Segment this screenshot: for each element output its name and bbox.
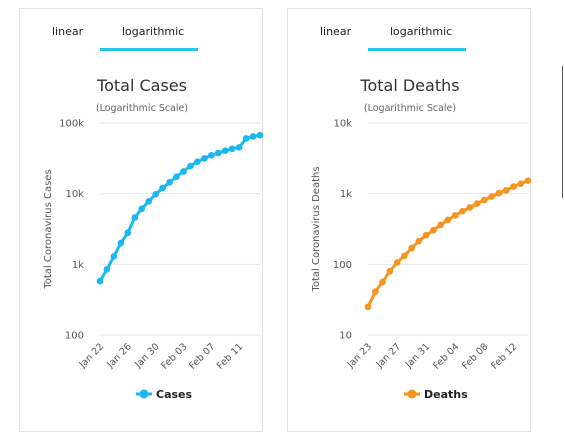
data-point [152,190,159,198]
deaths-chart-panel: linear logarithmic Total Deaths (Logarith… [287,8,532,432]
data-point [124,229,132,237]
data-point [379,278,386,286]
tab-logarithmic[interactable]: logarithmic [390,25,453,38]
data-point [201,155,208,162]
cases-chart: Total Cases (Logarithmic Scale) 100 1k 10k 10… [43,76,264,401]
data-point [96,277,104,285]
x-tick-label: Jan 26 [104,341,134,371]
chart-subtitle: (Logarithmic Scale) [364,103,456,114]
cases-chart-panel: linear logarithmic Total Cases (Logarithm… [19,8,264,432]
data-point [221,147,229,154]
data-point [173,173,180,180]
data-point [481,196,488,204]
tab-linear[interactable]: linear [52,25,84,38]
data-point [488,193,495,200]
data-point [256,131,264,139]
data-point [466,204,474,211]
data-point [364,303,372,311]
data-point [249,133,257,140]
data-point [208,152,215,159]
data-point [422,231,430,239]
x-tick-label: Feb 11 [215,341,245,371]
data-point [187,162,194,170]
active-tab-indicator [100,48,198,51]
legend-marker [139,389,149,399]
data-point [235,144,243,151]
data-point [117,239,125,247]
data-point [444,216,452,224]
chart-title: Total Deaths [359,76,459,95]
series-line [98,133,261,282]
x-tick-label: Feb 07 [187,341,217,371]
y-axis-label: Total Coronavirus Cases [43,169,54,289]
scale-tabs: linear logarithmic [288,9,530,53]
x-tick-label: Jan 23 [345,341,375,371]
data-point [386,267,394,275]
data-point [159,184,166,192]
data-point [502,187,510,194]
x-tick-label: Jan 30 [132,341,162,371]
data-point [451,212,459,219]
data-point [110,252,118,260]
x-tick-label: Feb 04 [431,341,461,371]
series-line [366,179,529,308]
y-tick-label: 10k [65,189,84,200]
y-tick-label: 10k [333,119,352,130]
data-point [473,200,481,207]
x-tick-label: Jan 31 [403,341,433,371]
x-tick-label: Jan 22 [77,341,107,371]
y-axis-label: Total Coronavirus Deaths [311,166,322,292]
tab-logarithmic[interactable]: logarithmic [122,25,185,38]
window-edge [562,66,563,198]
chart-title: Total Cases [96,76,187,95]
data-point [371,288,379,295]
data-point [180,168,187,175]
data-point [103,266,111,273]
legend-label: Deaths [424,388,468,401]
chart-subtitle: (Logarithmic Scale) [96,103,188,114]
x-tick-label: Feb 08 [460,341,490,371]
data-point [430,226,437,234]
y-tick-label: 1k [340,189,352,200]
data-point [415,237,423,245]
data-point [138,205,146,213]
y-tick-label: 1k [72,260,84,271]
deaths-chart: Total Deaths (Logarithmic Scale) 10 100 1k 10… [311,76,532,401]
data-point [393,259,401,266]
data-point [145,197,152,205]
x-tick-label: Feb 03 [159,341,189,371]
data-point [495,189,503,197]
tab-linear[interactable]: linear [320,25,352,38]
legend-marker [407,389,417,399]
x-tick-label: Jan 27 [374,341,404,371]
y-tick-label: 100k [59,119,84,130]
data-point [166,178,173,186]
legend-label: Cases [156,388,193,401]
legend: Deaths [404,388,468,401]
data-point [214,149,222,157]
legend: Cases [136,388,193,401]
data-point [401,252,408,260]
data-point [524,177,532,184]
data-point [517,180,525,188]
data-point [408,244,415,252]
y-tick-label: 100 [65,331,84,342]
y-tick-label: 10 [339,331,352,342]
data-point [510,183,517,190]
data-point [194,158,201,166]
active-tab-indicator [368,48,466,51]
data-point [459,207,466,215]
data-point [228,145,236,153]
y-tick-label: 100 [333,260,352,271]
data-point [131,214,139,221]
data-point [437,221,445,229]
x-tick-label: Feb 12 [489,341,519,371]
data-point [242,135,250,142]
scale-tabs: linear logarithmic [20,9,262,53]
